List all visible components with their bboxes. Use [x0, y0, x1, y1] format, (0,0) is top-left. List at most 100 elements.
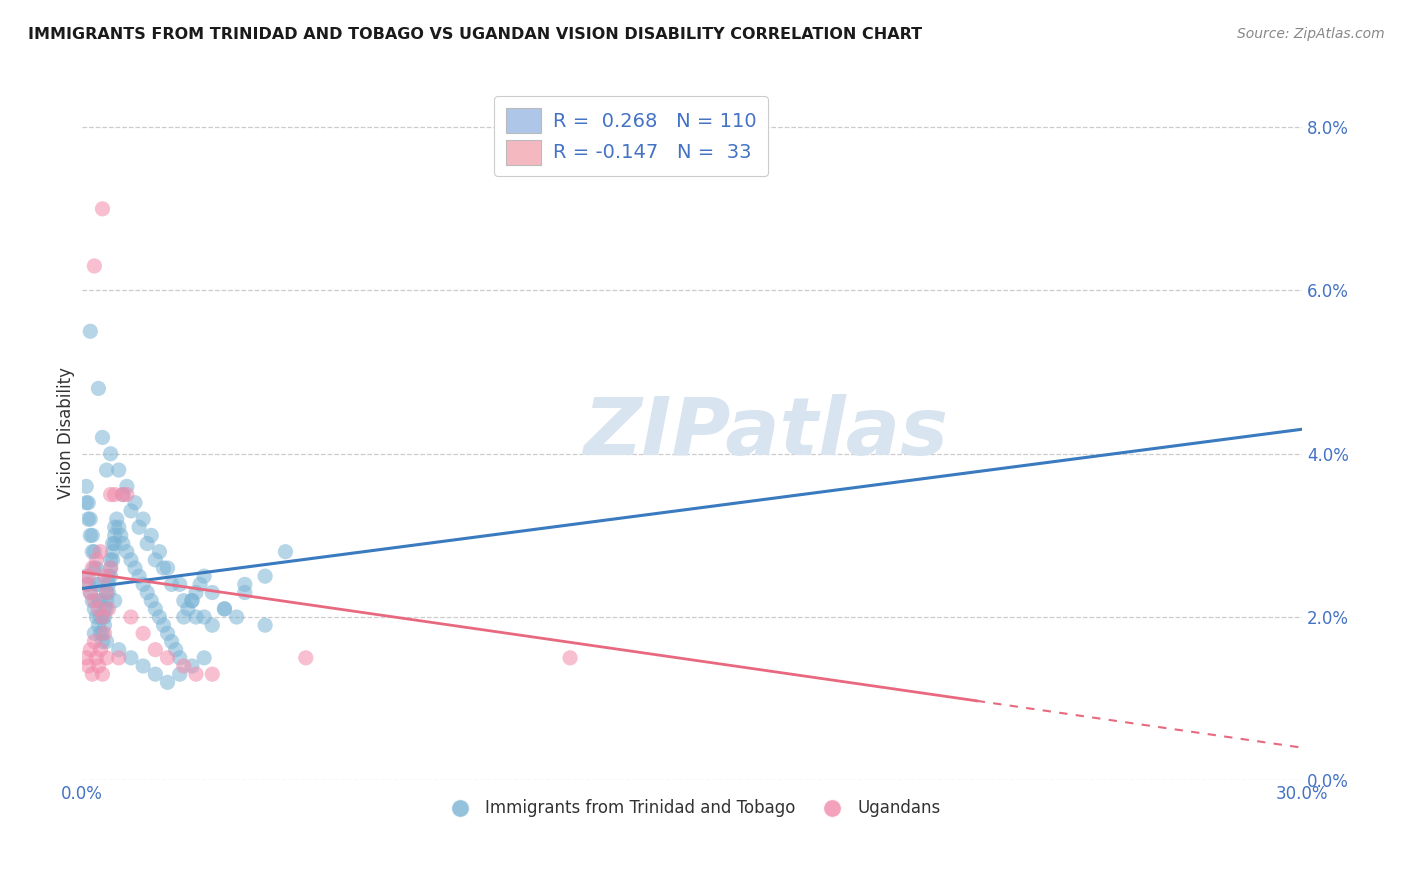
Point: [132, 577, 155, 591]
Point: [100, 447, 122, 461]
Point: [77, 577, 100, 591]
Point: [120, 650, 142, 665]
Point: [152, 561, 174, 575]
Point: [89, 610, 111, 624]
Point: [86, 610, 108, 624]
Point: [193, 569, 215, 583]
Point: [107, 463, 129, 477]
Point: [82, 561, 104, 575]
Point: [93, 626, 115, 640]
Point: [107, 650, 129, 665]
Point: [173, 593, 195, 607]
Point: [104, 593, 127, 607]
Point: [128, 520, 150, 534]
Point: [75, 496, 97, 510]
Point: [83, 626, 105, 640]
Point: [87, 602, 110, 616]
Point: [111, 536, 134, 550]
Point: [128, 569, 150, 583]
Point: [91, 610, 114, 624]
Point: [93, 610, 115, 624]
Text: IMMIGRANTS FROM TRINIDAD AND TOBAGO VS UGANDAN VISION DISABILITY CORRELATION CHA: IMMIGRANTS FROM TRINIDAD AND TOBAGO VS U…: [28, 27, 922, 42]
Point: [93, 618, 115, 632]
Point: [101, 536, 124, 550]
Point: [233, 577, 256, 591]
Point: [104, 528, 127, 542]
Point: [83, 593, 105, 607]
Point: [184, 610, 207, 624]
Point: [82, 528, 104, 542]
Point: [156, 650, 179, 665]
Point: [82, 593, 104, 607]
Point: [83, 634, 105, 648]
Point: [132, 659, 155, 673]
Point: [181, 593, 204, 607]
Point: [104, 536, 127, 550]
Point: [96, 634, 118, 648]
Point: [173, 659, 195, 673]
Point: [101, 553, 124, 567]
Point: [124, 496, 146, 510]
Point: [82, 667, 104, 681]
Point: [97, 585, 120, 599]
Point: [97, 602, 120, 616]
Point: [107, 520, 129, 534]
Text: ZIPatlas: ZIPatlas: [582, 394, 948, 473]
Point: [115, 545, 138, 559]
Point: [100, 561, 122, 575]
Point: [104, 487, 127, 501]
Point: [156, 626, 179, 640]
Point: [107, 642, 129, 657]
Point: [75, 569, 97, 583]
Point: [86, 561, 108, 575]
Point: [79, 512, 101, 526]
Y-axis label: Vision Disability: Vision Disability: [58, 368, 75, 500]
Point: [100, 553, 122, 567]
Point: [87, 577, 110, 591]
Point: [79, 585, 101, 599]
Point: [83, 545, 105, 559]
Point: [169, 577, 191, 591]
Point: [87, 593, 110, 607]
Point: [87, 381, 110, 395]
Point: [77, 512, 100, 526]
Point: [173, 610, 195, 624]
Point: [188, 577, 211, 591]
Point: [86, 553, 108, 567]
Point: [254, 618, 277, 632]
Point: [143, 642, 166, 657]
Point: [120, 610, 142, 624]
Point: [87, 659, 110, 673]
Point: [136, 536, 159, 550]
Point: [111, 487, 134, 501]
Point: [75, 479, 97, 493]
Point: [100, 569, 122, 583]
Point: [96, 650, 118, 665]
Point: [148, 610, 170, 624]
Point: [148, 545, 170, 559]
Point: [96, 585, 118, 599]
Point: [201, 618, 224, 632]
Legend: Immigrants from Trinidad and Tobago, Ugandans: Immigrants from Trinidad and Tobago, Uga…: [437, 793, 948, 824]
Point: [91, 634, 114, 648]
Point: [132, 626, 155, 640]
Point: [79, 585, 101, 599]
Point: [75, 650, 97, 665]
Point: [124, 561, 146, 575]
Point: [91, 202, 114, 216]
Point: [110, 528, 132, 542]
Point: [160, 577, 183, 591]
Point: [115, 487, 138, 501]
Point: [214, 602, 236, 616]
Point: [120, 553, 142, 567]
Point: [79, 642, 101, 657]
Point: [89, 545, 111, 559]
Point: [79, 324, 101, 338]
Point: [75, 577, 97, 591]
Point: [136, 585, 159, 599]
Point: [96, 463, 118, 477]
Point: [156, 561, 179, 575]
Point: [83, 602, 105, 616]
Point: [89, 593, 111, 607]
Point: [83, 259, 105, 273]
